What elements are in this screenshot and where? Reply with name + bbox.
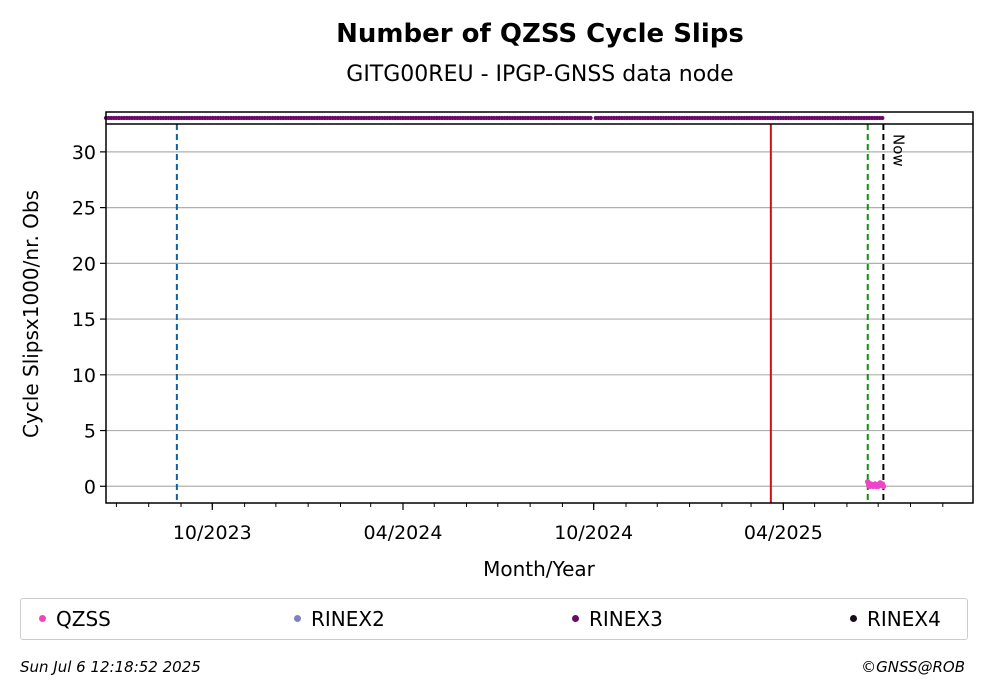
y-tick-label: 20	[72, 253, 96, 275]
y-axis: 0 5 10 15 20 25 30	[72, 142, 106, 498]
rinex-strip	[103, 115, 885, 121]
chart-title: Number of QZSS Cycle Slips	[336, 19, 744, 49]
legend: QZSS RINEX2 RINEX3 RINEX4	[20, 598, 968, 640]
legend-label-rinex4: RINEX4	[867, 607, 941, 631]
event-lines: Now	[175, 124, 907, 503]
legend-label-rinex2: RINEX2	[311, 607, 385, 631]
legend-item-rinex2: RINEX2	[294, 607, 385, 631]
qzss-point	[880, 483, 887, 490]
plot-frame	[105, 111, 974, 504]
legend-marker-rinex3	[572, 615, 579, 622]
legend-marker-rinex4	[850, 615, 857, 622]
y-tick-label: 15	[72, 309, 96, 331]
y-tick-label: 10	[72, 365, 96, 387]
footer-timestamp: Sun Jul 6 12:18:52 2025	[20, 658, 201, 676]
x-tick-label: 04/2024	[364, 522, 443, 544]
y-tick-label: 25	[72, 198, 96, 220]
legend-label-qzss: QZSS	[56, 607, 111, 631]
x-axis-label: Month/Year	[483, 557, 596, 581]
rinex3-point	[880, 115, 885, 121]
now-label: Now	[889, 134, 907, 167]
x-tick-label: 10/2023	[173, 522, 252, 544]
y-tick-label: 0	[84, 476, 96, 498]
x-tick-label: 10/2024	[554, 522, 633, 544]
legend-marker-qzss	[39, 615, 46, 622]
footer-credit: ©GNSS@ROB	[861, 658, 965, 676]
x-axis: 10/2023 04/2024 10/2024 04/2025	[115, 503, 944, 544]
cycle-slips-chart: Number of QZSS Cycle Slips GITG00REU - I…	[19, 19, 974, 581]
data-points	[864, 479, 887, 490]
legend-label-rinex3: RINEX3	[589, 607, 663, 631]
legend-item-rinex3: RINEX3	[572, 607, 663, 631]
y-tick-label: 30	[72, 142, 96, 164]
y-axis-label: Cycle Slipsx1000/nr. Obs	[19, 190, 43, 438]
legend-marker-rinex2	[294, 615, 301, 622]
chart-subtitle: GITG00REU - IPGP-GNSS data node	[346, 62, 733, 87]
legend-item-rinex4: RINEX4	[850, 607, 941, 631]
y-tick-label: 5	[84, 421, 96, 443]
x-tick-label: 04/2025	[744, 522, 823, 544]
gridlines	[106, 151, 973, 487]
legend-item-qzss: QZSS	[39, 607, 111, 631]
rinex3-point	[588, 115, 593, 121]
